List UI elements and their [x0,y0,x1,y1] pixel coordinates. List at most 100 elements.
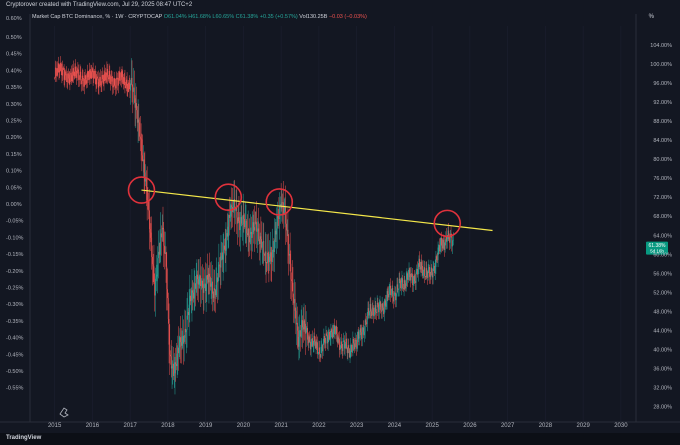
candle-body [335,326,337,334]
candle-body [429,266,430,277]
candle-body [441,237,442,246]
candle-body [110,76,111,85]
candle-body [336,326,337,335]
candle-body [419,266,421,270]
left-axis-tick-label: 0.35% [6,85,22,91]
symbol-legend[interactable]: Market Cap BTC Dominance, % · 1W · CRYPT… [32,14,367,20]
candle-body [386,291,388,303]
candle-body [411,273,413,275]
candle-body [289,253,291,264]
candle-body [417,269,418,275]
candle-body [195,283,196,289]
candle-body [446,235,447,242]
candle-body [348,345,350,349]
candle-body [403,280,405,290]
highlight-circle[interactable] [433,209,462,238]
candle-body [320,346,322,358]
candle-body [357,331,359,340]
candle-body [359,328,361,338]
candle-body [222,252,223,260]
candle-body [452,240,453,247]
candle-body [313,335,315,345]
highlight-circle[interactable] [214,183,243,212]
candle-body [297,330,299,347]
candle-body [163,229,165,246]
candle-body [128,82,130,84]
candle-body [264,251,266,256]
candle-body [447,230,449,239]
drawing-tool-icon[interactable] [59,407,69,418]
candle-body [395,292,396,301]
candle-body [113,85,114,88]
candle-body [168,318,170,345]
left-axis-tick-label: 0.00% [6,202,22,208]
candle-body [91,72,93,79]
candle-body [331,332,333,338]
candle-body [267,252,269,255]
candle-body [209,276,211,287]
candle-body [190,295,191,302]
candle-body [245,221,247,222]
candle-body [279,205,281,219]
trendline[interactable] [141,189,493,232]
right-axis-tick-label: 28.00% [653,404,672,410]
candle-body [376,302,378,314]
candle-body [366,312,368,325]
candle-body [356,340,358,349]
candle-body [293,298,295,304]
candle-body [64,75,66,80]
candle-body [56,68,58,76]
candle-body [192,290,194,293]
candle-body [141,139,143,156]
candle-body [444,242,446,250]
highlight-circle[interactable] [127,176,156,204]
candle-body [62,67,64,76]
candle-body [343,340,345,342]
candle-body [266,262,268,264]
candle-body [267,252,268,264]
candle-body [395,293,397,301]
candle-body [348,348,350,358]
candle-body [422,266,423,276]
candle-body [114,78,116,86]
candle-body [78,77,80,80]
candle-body [368,308,370,316]
candle-body [431,267,433,273]
x-axis-tick-label: 2019 [199,423,213,429]
scale-percent-label[interactable]: % [648,14,654,20]
candle-body [134,98,136,108]
candle-body [349,350,351,358]
price-tag [646,241,668,255]
candle-body [445,235,447,243]
candle-body [103,74,105,84]
candle-body [140,138,142,140]
left-axis-tick-label: 0.25% [6,119,22,125]
highlight-circle[interactable] [265,188,294,216]
candle-body [84,78,85,87]
candle-body [122,77,124,85]
candle-body [178,347,180,353]
candle-body [224,249,226,251]
candle-body [90,70,92,79]
candle-body [124,77,126,89]
left-axis-tick-label: 0.50% [6,35,22,41]
candle-body [129,83,131,91]
candle-body [307,339,309,344]
candle-body [187,312,189,316]
candle-body [159,241,161,255]
candle-body [217,277,219,283]
candle-body [360,328,362,333]
candle-body [143,159,145,173]
candle-body [185,328,186,333]
candle-body [123,77,124,85]
candle-body [167,298,169,319]
candle-body [287,229,289,245]
candle-body [288,244,290,256]
candle-body [391,288,393,294]
candle-body [344,343,346,349]
candle-body [261,239,262,248]
candle-body [131,77,133,87]
candle-body [318,347,320,354]
open-value: O61.04% [163,14,187,20]
